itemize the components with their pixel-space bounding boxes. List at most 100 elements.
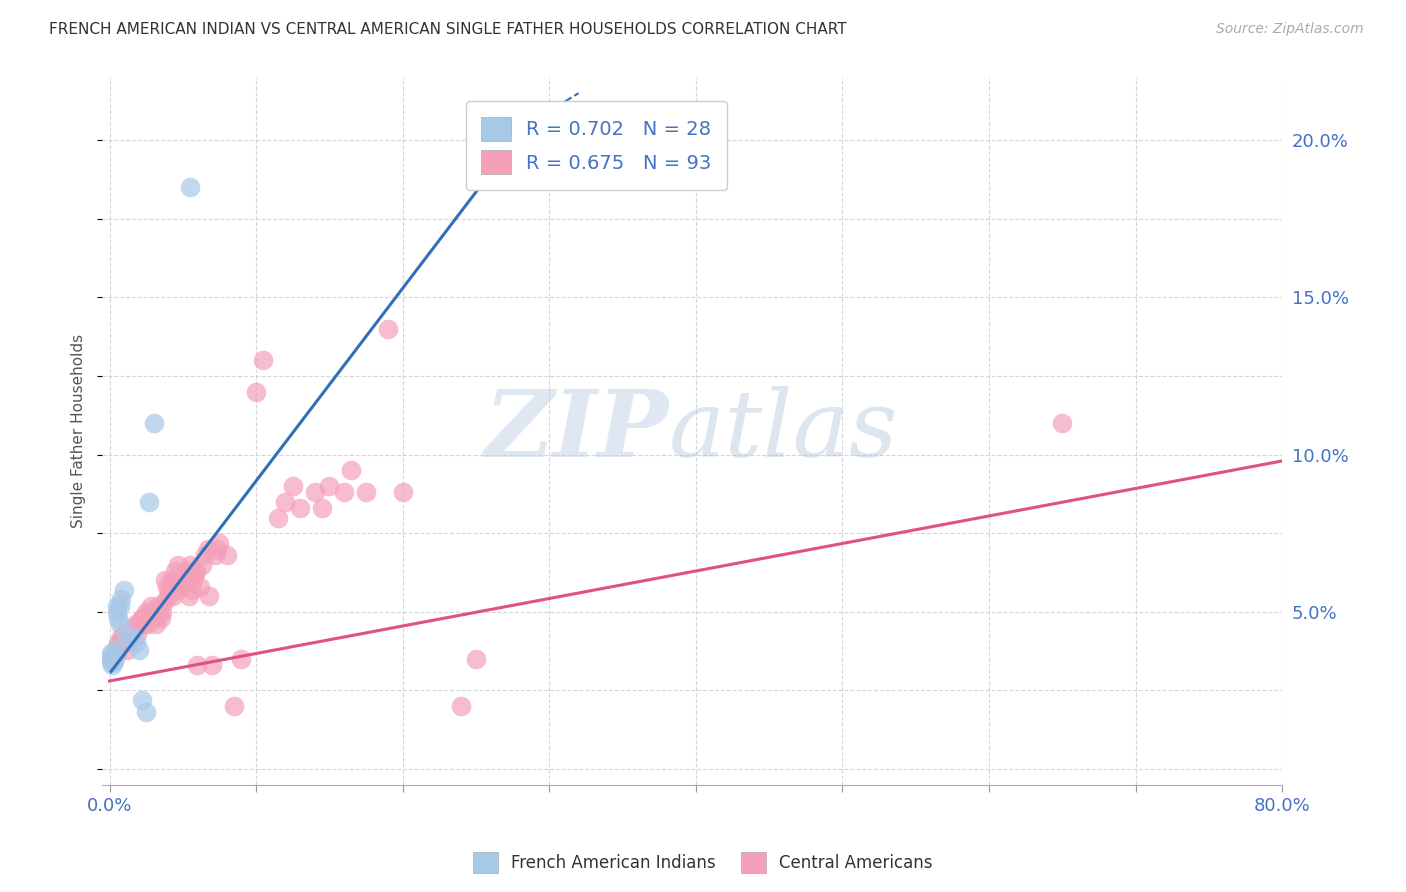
Point bbox=[125, 617, 148, 632]
Point bbox=[105, 599, 128, 613]
Point bbox=[101, 648, 124, 663]
Point bbox=[108, 599, 131, 613]
Point bbox=[176, 564, 198, 578]
Point bbox=[120, 627, 142, 641]
Point bbox=[152, 595, 174, 609]
Point bbox=[108, 617, 131, 632]
Point bbox=[101, 652, 124, 666]
Point bbox=[281, 479, 304, 493]
Point bbox=[132, 611, 155, 625]
Point bbox=[128, 642, 150, 657]
Point bbox=[167, 558, 190, 572]
Point bbox=[141, 611, 163, 625]
Point bbox=[135, 706, 157, 720]
Point bbox=[391, 485, 413, 500]
Legend: R = 0.702   N = 28, R = 0.675   N = 93: R = 0.702 N = 28, R = 0.675 N = 93 bbox=[465, 102, 727, 190]
Text: Source: ZipAtlas.com: Source: ZipAtlas.com bbox=[1216, 22, 1364, 37]
Point bbox=[516, 143, 538, 157]
Legend: French American Indians, Central Americans: French American Indians, Central America… bbox=[467, 846, 939, 880]
Point bbox=[177, 589, 200, 603]
Point bbox=[105, 605, 128, 619]
Point bbox=[122, 621, 145, 635]
Point bbox=[112, 582, 135, 597]
Point bbox=[201, 658, 224, 673]
Point bbox=[1052, 416, 1074, 430]
Point bbox=[159, 580, 181, 594]
Point bbox=[121, 624, 143, 638]
Point bbox=[245, 384, 267, 399]
Point bbox=[252, 353, 274, 368]
Point bbox=[112, 627, 135, 641]
Point bbox=[110, 592, 132, 607]
Point bbox=[450, 699, 472, 714]
Point bbox=[103, 652, 125, 666]
Point bbox=[304, 485, 326, 500]
Point bbox=[131, 693, 153, 707]
Point bbox=[138, 495, 160, 509]
Point bbox=[165, 564, 187, 578]
Text: atlas: atlas bbox=[669, 386, 898, 476]
Point bbox=[465, 652, 488, 666]
Point bbox=[108, 636, 131, 650]
Point bbox=[103, 652, 125, 666]
Point bbox=[100, 655, 122, 669]
Point bbox=[145, 617, 167, 632]
Point bbox=[114, 636, 136, 650]
Point bbox=[186, 658, 208, 673]
Point bbox=[129, 615, 152, 629]
Point bbox=[100, 652, 122, 666]
Point bbox=[190, 580, 212, 594]
Point bbox=[204, 549, 226, 563]
Point bbox=[183, 567, 205, 582]
Point bbox=[318, 479, 340, 493]
Point bbox=[181, 574, 204, 588]
Point bbox=[101, 648, 124, 663]
Point bbox=[215, 549, 238, 563]
Point bbox=[149, 611, 172, 625]
Point bbox=[111, 636, 134, 650]
Point bbox=[143, 605, 166, 619]
Point bbox=[205, 541, 228, 556]
Point bbox=[142, 611, 165, 625]
Point bbox=[124, 624, 146, 638]
Point bbox=[184, 564, 207, 578]
Point bbox=[163, 574, 186, 588]
Point bbox=[148, 605, 170, 619]
Point bbox=[160, 574, 183, 588]
Y-axis label: Single Father Households: Single Father Households bbox=[72, 334, 86, 528]
Point bbox=[191, 558, 214, 572]
Point bbox=[172, 567, 194, 582]
Point bbox=[224, 699, 246, 714]
Point bbox=[134, 617, 156, 632]
Point bbox=[104, 642, 127, 657]
Point bbox=[231, 652, 253, 666]
Point bbox=[103, 655, 125, 669]
Point bbox=[157, 589, 180, 603]
Point bbox=[136, 617, 159, 632]
Point bbox=[311, 501, 333, 516]
Point bbox=[107, 636, 129, 650]
Point bbox=[127, 627, 149, 641]
Point bbox=[117, 630, 139, 644]
Point bbox=[139, 599, 162, 613]
Point bbox=[170, 580, 193, 594]
Text: ZIP: ZIP bbox=[484, 386, 669, 476]
Point bbox=[105, 646, 128, 660]
Point bbox=[135, 605, 157, 619]
Point bbox=[146, 599, 169, 613]
Point bbox=[101, 658, 124, 673]
Point bbox=[110, 630, 132, 644]
Point bbox=[121, 630, 143, 644]
Text: FRENCH AMERICAN INDIAN VS CENTRAL AMERICAN SINGLE FATHER HOUSEHOLDS CORRELATION : FRENCH AMERICAN INDIAN VS CENTRAL AMERIC… bbox=[49, 22, 846, 37]
Point bbox=[115, 642, 138, 657]
Point bbox=[115, 630, 138, 644]
Point bbox=[103, 652, 125, 666]
Point bbox=[169, 574, 191, 588]
Point bbox=[103, 646, 125, 660]
Point bbox=[174, 574, 197, 588]
Point bbox=[100, 652, 122, 666]
Point bbox=[180, 582, 202, 597]
Point bbox=[155, 574, 177, 588]
Point bbox=[128, 617, 150, 632]
Point bbox=[354, 485, 377, 500]
